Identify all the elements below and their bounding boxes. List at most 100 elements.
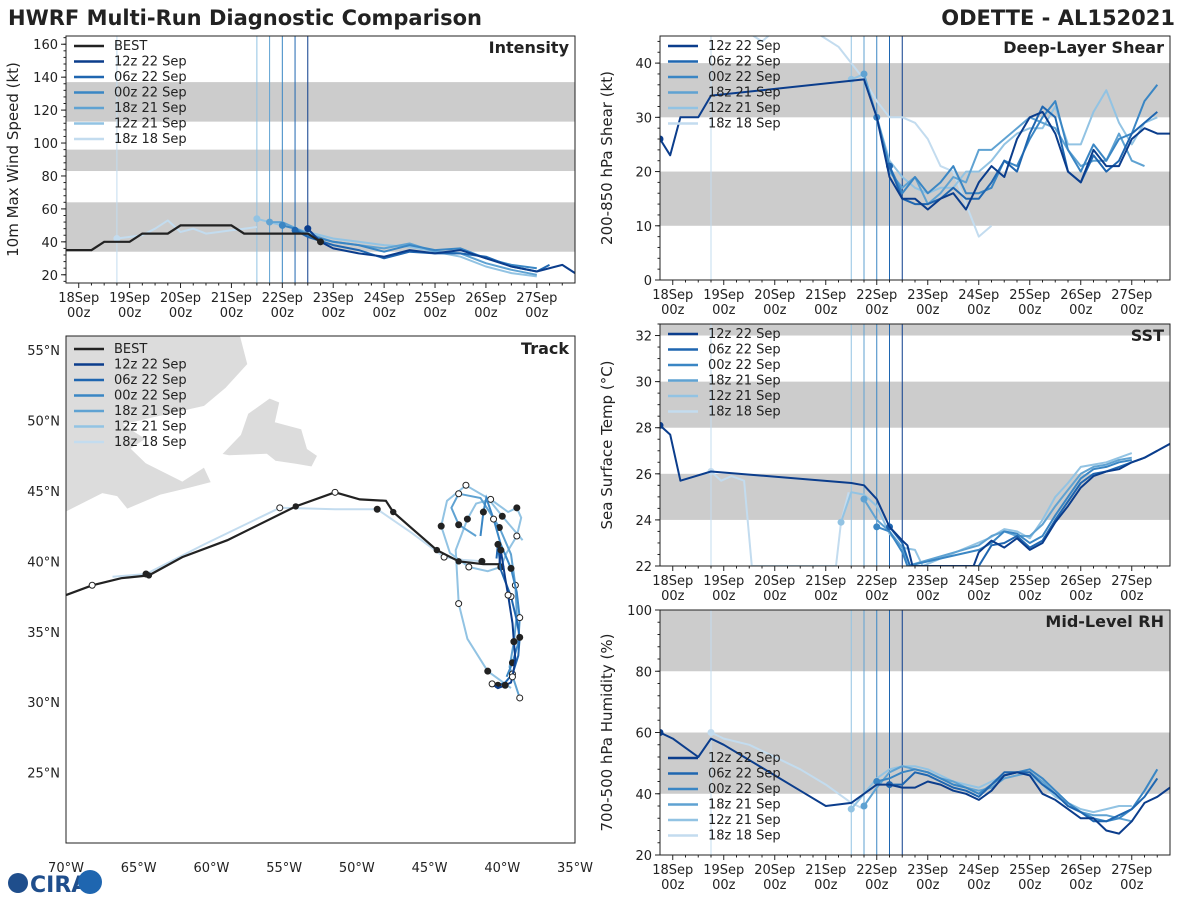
track-xtick-label: 55°W xyxy=(266,861,302,876)
rh-xtick-hour: 00z xyxy=(661,878,685,893)
rh-xtick-hour: 00z xyxy=(1120,878,1144,893)
intensity-series-line xyxy=(307,228,575,274)
rh-series-line xyxy=(889,771,1159,823)
track-position-marker xyxy=(455,490,463,498)
shear-ytick-label: 0 xyxy=(644,274,652,289)
rh-xtick-hour: 00z xyxy=(1018,878,1042,893)
rh-xtick-day: 20Sep xyxy=(754,863,795,878)
track-position-marker xyxy=(497,546,505,554)
sst-xtick-day: 24Sep xyxy=(958,574,999,589)
intensity-init-marker xyxy=(278,221,286,229)
track-best-marker xyxy=(145,572,153,579)
sst-legend-label: 12z 21 Sep xyxy=(708,389,781,404)
sst-panel: 22242628303218Sep00z19Sep00z20Sep00z21Se… xyxy=(598,323,1171,604)
shear-xtick-day: 20Sep xyxy=(754,288,795,303)
rh-ylabel: 700-500 hPa Humidity (%) xyxy=(598,633,616,831)
sst-legend-label: 00z 22 Sep xyxy=(708,358,781,373)
track-legend-label: 12z 22 Sep xyxy=(114,358,187,373)
intensity-legend-best: BEST xyxy=(114,39,147,54)
sst-xtick-hour: 00z xyxy=(712,589,736,604)
shear-init-marker xyxy=(860,70,868,78)
track-series-line xyxy=(495,544,521,687)
intensity-init-marker xyxy=(291,226,299,234)
track-xtick-label: 50°W xyxy=(339,861,375,876)
track-frame xyxy=(65,335,576,844)
shear-series-line xyxy=(875,84,1159,195)
sst-series-line xyxy=(660,424,1170,566)
shear-xtick-day: 24Sep xyxy=(958,288,999,303)
rh-plot-area xyxy=(660,610,1170,855)
sst-legend-label: 06z 22 Sep xyxy=(708,343,781,358)
track-position-marker xyxy=(462,481,470,489)
sst-xtick-day: 25Sep xyxy=(1009,574,1050,589)
track-legend-label: 12z 21 Sep xyxy=(114,420,187,435)
shear-legend-label: 18z 21 Sep xyxy=(708,86,781,101)
intensity-xtick-day: 24Sep xyxy=(364,291,405,306)
rh-legend-label: 12z 21 Sep xyxy=(708,813,781,828)
sst-legend-label: 18z 18 Sep xyxy=(708,405,781,420)
sst-title: SST xyxy=(1131,326,1164,345)
shear-xtick-day: 26Sep xyxy=(1060,288,1101,303)
track-best-marker xyxy=(292,503,299,510)
rh-xtick-day: 21Sep xyxy=(805,863,846,878)
track-position-marker xyxy=(507,564,515,572)
sst-xtick-hour: 00z xyxy=(763,589,787,604)
track-position-marker xyxy=(479,508,487,516)
rh-legend-label: 18z 21 Sep xyxy=(708,798,781,813)
intensity-legend-label: 18z 21 Sep xyxy=(114,101,187,116)
shear-init-marker xyxy=(708,27,715,34)
rh-legend-label: 12z 22 Sep xyxy=(708,751,781,766)
rh-init-marker xyxy=(860,802,868,810)
shear-ytick-label: 10 xyxy=(635,220,652,235)
sst-xtick-day: 19Sep xyxy=(703,574,744,589)
intensity-xtick-day: 26Sep xyxy=(465,291,506,306)
shear-xtick-day: 21Sep xyxy=(805,288,846,303)
track-legend-label: 00z 22 Sep xyxy=(114,389,187,404)
sst-series-line xyxy=(840,452,1133,566)
sst-xtick-hour: 00z xyxy=(661,589,685,604)
track-position-marker xyxy=(501,681,509,689)
track-ytick-label: 30°N xyxy=(27,696,60,711)
rh-legend-label: 18z 18 Sep xyxy=(708,829,781,844)
sst-ytick-label: 32 xyxy=(635,330,652,345)
intensity-ytick-label: 40 xyxy=(41,236,58,251)
track-xtick-label: 45°W xyxy=(412,861,448,876)
track-legend-label: 06z 22 Sep xyxy=(114,373,187,388)
rh-ytick-label: 60 xyxy=(635,727,652,742)
intensity-xtick-hour: 00z xyxy=(118,306,142,321)
sst-init-marker xyxy=(660,421,664,429)
rh-xtick-hour: 00z xyxy=(967,878,991,893)
sst-legend-label: 18z 21 Sep xyxy=(708,374,781,389)
sst-ytick-label: 28 xyxy=(635,422,652,437)
rh-xtick-hour: 00z xyxy=(1069,878,1093,893)
track-plot-area xyxy=(66,336,524,702)
sst-xtick-day: 21Sep xyxy=(805,574,846,589)
track-panel: 70°W 65°W 60°W 55°W 50°W 45°W 40°W 35°W 25°N 30°N… xyxy=(27,335,593,876)
rh-xtick-day: 22Sep xyxy=(856,863,897,878)
intensity-best-line xyxy=(66,224,322,252)
shear-xtick-hour: 00z xyxy=(1069,303,1093,318)
track-title: Track xyxy=(521,339,569,358)
sst-legend-label: 12z 22 Sep xyxy=(708,327,781,342)
intensity-xtick-hour: 00z xyxy=(372,306,396,321)
globe-icon xyxy=(8,873,28,893)
intensity-xtick-day: 23Sep xyxy=(313,291,354,306)
intensity-xtick-day: 18Sep xyxy=(58,291,99,306)
rh-title: Mid-Level RH xyxy=(1045,612,1164,631)
intensity-ytick-label: 100 xyxy=(33,137,58,152)
track-position-marker xyxy=(516,633,524,641)
track-legend-best: BEST xyxy=(114,342,147,357)
intensity-ytick-label: 160 xyxy=(33,38,58,53)
intensity-legend-label: 18z 18 Sep xyxy=(114,132,187,147)
sst-xtick-hour: 00z xyxy=(916,589,940,604)
track-xtick-label: 60°W xyxy=(193,861,229,876)
shear-plot-area xyxy=(660,27,1170,280)
rh-init-marker xyxy=(847,805,855,813)
shear-xtick-hour: 00z xyxy=(916,303,940,318)
shear-legend-label: 12z 22 Sep xyxy=(708,39,781,54)
sst-init-marker xyxy=(860,495,868,503)
shear-xtick-hour: 00z xyxy=(712,303,736,318)
landmass xyxy=(66,336,249,513)
sst-init-marker xyxy=(873,523,881,531)
